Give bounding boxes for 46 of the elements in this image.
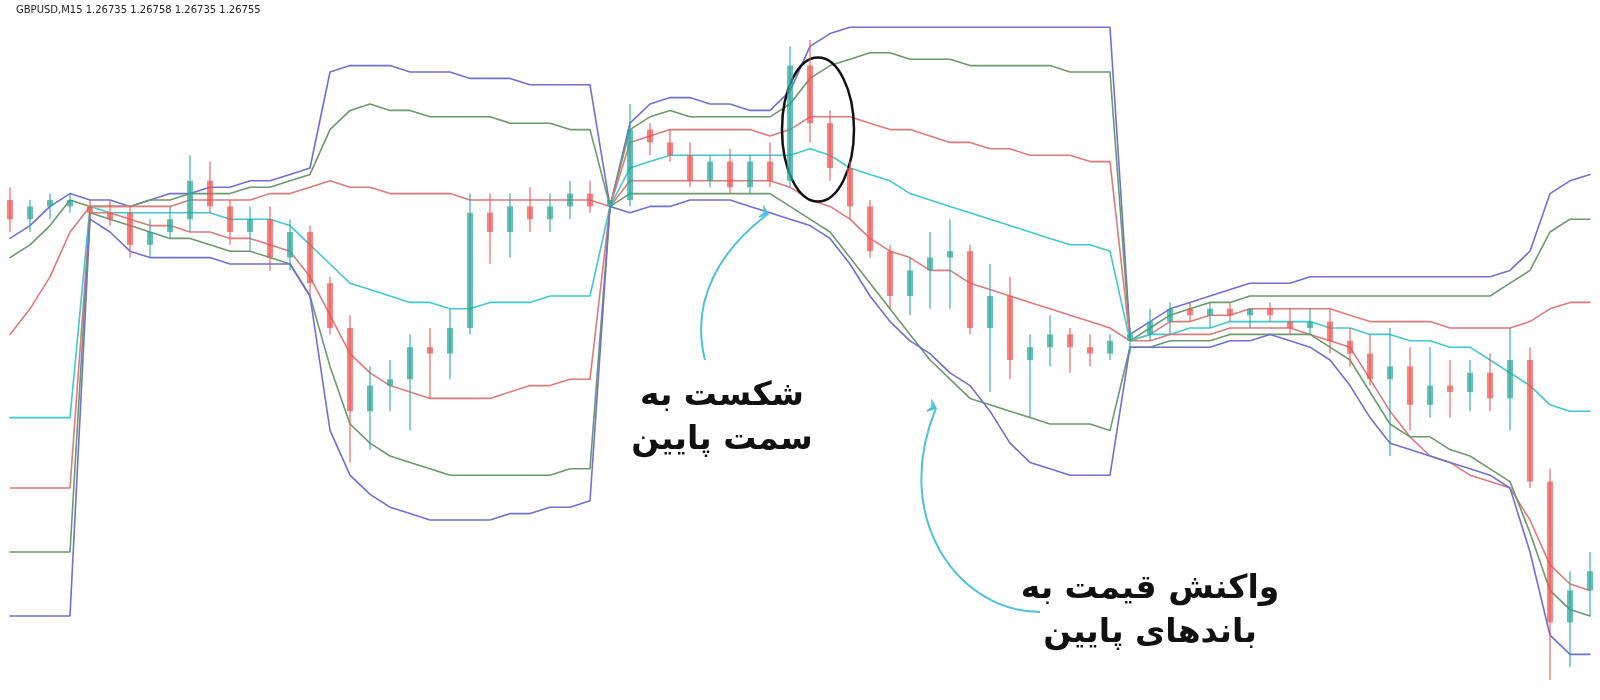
candlestick bbox=[1427, 346, 1433, 419]
chart-title: GBPUSD,M15 1.26735 1.26758 1.26735 1.26755 bbox=[16, 4, 261, 15]
candlestick bbox=[667, 128, 673, 163]
candlestick bbox=[647, 122, 653, 156]
candlestick bbox=[1147, 308, 1153, 342]
candlestick bbox=[707, 154, 713, 188]
candlestick bbox=[1047, 314, 1053, 368]
candlestick bbox=[1267, 301, 1273, 323]
candlestick bbox=[927, 231, 933, 310]
candlestick bbox=[1107, 333, 1113, 361]
candlestick bbox=[1187, 301, 1193, 323]
candlestick bbox=[47, 192, 53, 220]
candlestick bbox=[1167, 301, 1173, 336]
annotation: واکنش قیمت به باندهای پایین bbox=[1020, 567, 1280, 651]
candlestick bbox=[1447, 359, 1453, 419]
candlestick bbox=[1287, 308, 1293, 336]
candlestick bbox=[947, 218, 953, 310]
candlestick bbox=[767, 141, 773, 188]
candlestick bbox=[527, 186, 533, 233]
candlestick bbox=[167, 205, 173, 240]
candlestick bbox=[387, 359, 393, 412]
candlestick bbox=[1087, 333, 1093, 368]
candlestick bbox=[1227, 301, 1233, 323]
candlestick bbox=[487, 192, 493, 265]
candlestick bbox=[27, 199, 33, 233]
candlestick bbox=[587, 180, 593, 214]
candlestick bbox=[1207, 301, 1213, 329]
candlestick bbox=[1387, 327, 1393, 457]
candlestick bbox=[1587, 551, 1593, 617]
candlestick bbox=[427, 327, 433, 400]
candlestick bbox=[547, 192, 553, 233]
candlestick bbox=[1347, 327, 1353, 368]
candlestick bbox=[1067, 327, 1073, 374]
annotation: شکست به سمت پایین bbox=[631, 374, 813, 458]
candlestick bbox=[1307, 308, 1313, 336]
candlestick bbox=[147, 218, 153, 259]
candlestick bbox=[567, 180, 573, 220]
candlestick bbox=[87, 199, 93, 220]
candlestick bbox=[67, 192, 73, 214]
candlestick bbox=[1467, 359, 1473, 412]
candlestick bbox=[247, 205, 253, 252]
candlestick bbox=[1027, 333, 1033, 419]
candlestick bbox=[7, 186, 13, 233]
candlestick bbox=[1127, 327, 1133, 355]
candlestick bbox=[107, 199, 113, 227]
candlestick bbox=[1327, 308, 1333, 355]
